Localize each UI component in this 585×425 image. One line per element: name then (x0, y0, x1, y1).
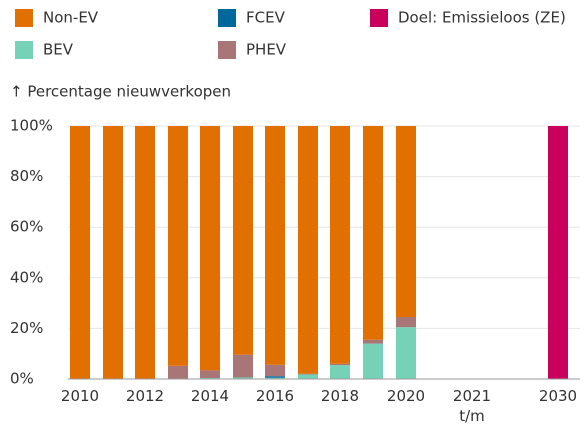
bar-segment (363, 339, 383, 344)
legend-swatch (15, 9, 33, 27)
bar-segment (265, 364, 285, 377)
bar-segment (135, 126, 155, 379)
bar-segment (200, 377, 220, 379)
bar-segment (265, 126, 285, 365)
x-tick-label: 2014 (190, 387, 230, 405)
legend-swatch (370, 9, 388, 27)
bar-segment (298, 373, 318, 375)
y-axis-label: ↑ Percentage nieuwverkopen (10, 83, 231, 101)
bar-segment (396, 317, 416, 328)
legend-swatch (15, 41, 33, 59)
x-tick-label: 2020 (386, 387, 426, 405)
legend-label: Non-EV (43, 9, 99, 27)
bar-segment (298, 126, 318, 374)
x-tick-label: 2030 (538, 387, 578, 405)
bar-segment (330, 126, 350, 364)
y-tick-label: 80% (10, 167, 43, 185)
x-tick-label: 2018 (320, 387, 360, 405)
legend-label: BEV (43, 41, 74, 59)
legend-swatch (218, 9, 236, 27)
bar-segment (265, 377, 285, 379)
bar-segment (330, 363, 350, 366)
y-tick-label: 100% (10, 117, 53, 135)
bar-segment (298, 374, 318, 379)
legend-label: Doel: Emissieloos (ZE) (398, 9, 566, 27)
x-tick-label: 2010 (60, 387, 100, 405)
bar-segment (233, 126, 253, 355)
y-tick-label: 60% (10, 218, 43, 236)
legend-label: FCEV (246, 9, 286, 27)
legend-label: PHEV (246, 41, 287, 59)
y-tick-label: 0% (10, 370, 34, 388)
bar-segment (103, 126, 123, 379)
bar-segment (396, 327, 416, 379)
x-tick-label: 2016 (255, 387, 295, 405)
x-tick-label: 2012 (125, 387, 165, 405)
bar-segment (548, 126, 568, 379)
bar-segment (200, 126, 220, 371)
legend-swatch (218, 41, 236, 59)
bar-segment (233, 377, 253, 379)
bar-segment (265, 376, 285, 378)
bar-segment (168, 126, 188, 366)
bar-segment (168, 365, 188, 379)
bar-segment (200, 370, 220, 378)
bar-segment (70, 126, 90, 379)
bar-segment (396, 126, 416, 318)
bar-segment (330, 365, 350, 379)
y-tick-label: 20% (10, 319, 43, 337)
bar-segment (363, 343, 383, 379)
bar-segment (363, 126, 383, 340)
y-tick-label: 40% (10, 268, 43, 286)
x-tick-label: 2021 t/m 2029 (452, 387, 492, 425)
bar-segment (233, 354, 253, 378)
